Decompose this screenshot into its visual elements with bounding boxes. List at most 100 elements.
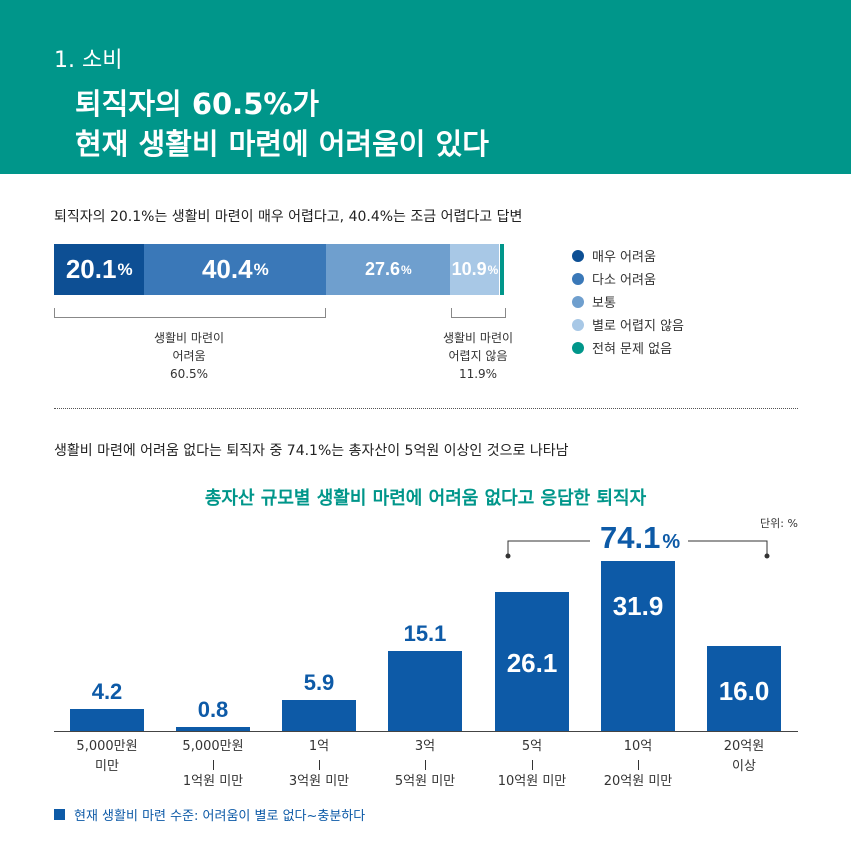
- callout-dot-left: [505, 553, 511, 559]
- x-tick-label-line1: 5,000만원: [182, 739, 244, 754]
- legend-item: 별로 어렵지 않음: [572, 313, 684, 336]
- x-tick-label-line2: 20억원 미만: [603, 774, 673, 789]
- callout-value: 74.1%: [600, 520, 680, 556]
- section-label: 1. 소비: [54, 48, 123, 73]
- bar-value-label: 5.9: [303, 669, 335, 695]
- bar-value-label: 15.1: [403, 620, 447, 646]
- x-tick-label-line1: 10억: [623, 739, 653, 754]
- callout-number: 74.1: [600, 520, 661, 555]
- stack-segment: 27.6%: [326, 244, 451, 295]
- stack-segment: 10.9%: [450, 244, 500, 295]
- x-tick-label: 5,000만원 1억원 미만: [158, 737, 268, 792]
- callout-dot-right: [764, 553, 770, 559]
- bar-value-label: 4.2: [91, 678, 123, 704]
- x-tick-label-line1: 1억: [308, 739, 330, 754]
- x-axis-baseline: [54, 731, 798, 732]
- legend-item: 매우 어려움: [572, 244, 684, 267]
- legend-dot: [572, 318, 584, 331]
- bracket-difficult-line2: 어려움: [172, 349, 206, 363]
- header-banner: 1. 소비 퇴직자의 60.5%가 현재 생활비 마련에 어려움이 있다: [0, 0, 851, 174]
- footnote: 현재 생활비 마련 수준: 어려움이 별로 없다~충분하다: [54, 805, 365, 824]
- stack-segment-value: 40.4: [201, 254, 253, 284]
- stack-segment-percent: %: [487, 262, 499, 277]
- x-tick-label-line2: 미만: [95, 759, 119, 774]
- footnote-swatch: [54, 809, 65, 820]
- x-tick-label: 10억 20억원 미만: [583, 737, 693, 792]
- stack-segment: 40.4%: [144, 244, 327, 295]
- bracket-difficult-value: 60.5%: [169, 367, 209, 381]
- legend-dot: [572, 272, 584, 285]
- stack-segment: [499, 244, 504, 295]
- bar: [707, 645, 781, 731]
- x-tick-label-line2: 3억원 미만: [288, 774, 350, 789]
- legend-label: 별로 어렵지 않음: [592, 319, 684, 334]
- legend-dot: [572, 295, 584, 308]
- x-tick-label-line2: 10억원 미만: [497, 774, 567, 789]
- bar-value-label: 16.0: [718, 675, 770, 706]
- stacked-bar: 20.1% 40.4% 27.6% 10.9%: [54, 244, 504, 295]
- x-tick-label: 5억 10억원 미만: [477, 737, 587, 792]
- bracket-not-difficult-line2: 어렵지 않음: [448, 349, 508, 363]
- legend-label: 보통: [592, 296, 616, 311]
- bar-value-label: 31.9: [612, 591, 664, 621]
- chart-title: 총자산 규모별 생활비 마련에 어려움 없다고 응답한 퇴직자: [204, 488, 647, 509]
- stack-segment-value: 27.6: [364, 259, 401, 279]
- stack-segment-percent: %: [253, 259, 269, 279]
- page-title-line1: 퇴직자의 60.5%가: [75, 87, 320, 121]
- legend-dot: [572, 341, 584, 354]
- page-title: 퇴직자의 60.5%가 현재 생활비 마련에 어려움이 있다: [75, 84, 489, 164]
- callout-percent: %: [662, 531, 681, 553]
- bar-value-label: 26.1: [506, 647, 558, 678]
- bar: [282, 699, 356, 731]
- legend-item: 전혀 문제 없음: [572, 336, 684, 359]
- x-tick-label-line1: 20억원: [723, 739, 765, 754]
- x-tick-label-line1: 3억: [414, 739, 436, 754]
- stack-segment: 20.1%: [54, 244, 145, 295]
- range-tick: [318, 760, 320, 770]
- bracket-not-difficult-value: 11.9%: [458, 367, 498, 381]
- legend-dot: [572, 249, 584, 262]
- stack-segment-percent: %: [117, 259, 133, 279]
- x-tick-label: 1억 3억원 미만: [264, 737, 374, 792]
- bracket-not-difficult-label: 생활비 마련이 어렵지 않음 11.9%: [408, 329, 548, 383]
- range-tick: [637, 760, 639, 770]
- stacked-question: 퇴직자의 20.1%는 생활비 마련이 매우 어렵다고, 40.4%는 조금 어…: [54, 209, 523, 225]
- footnote-text: 현재 생활비 마련 수준: 어려움이 별로 없다~충분하다: [74, 809, 366, 824]
- range-tick: [424, 760, 426, 770]
- callout-line-left: [507, 540, 590, 556]
- callout-line-right: [688, 540, 768, 556]
- x-tick-label-line1: 5,000만원: [76, 739, 138, 754]
- unit-label: 단위: %: [760, 517, 798, 530]
- bar-value-label: 0.8: [197, 696, 229, 722]
- dotted-divider: [54, 408, 798, 409]
- page-title-line2: 현재 생활비 마련에 어려움이 있다: [75, 127, 489, 161]
- bar: [176, 726, 250, 731]
- bar: [70, 708, 144, 731]
- bar: [601, 561, 675, 731]
- stack-segment-value: 20.1: [65, 254, 117, 284]
- legend-label: 다소 어려움: [592, 273, 656, 288]
- x-tick-label-line2: 이상: [732, 759, 756, 774]
- bracket-difficult-line1: 생활비 마련이: [153, 331, 225, 345]
- bar: [495, 591, 569, 731]
- second-question: 생활비 마련에 어려움 없다는 퇴직자 중 74.1%는 총자산이 5억원 이상…: [54, 443, 569, 459]
- bar: [388, 650, 462, 731]
- stack-segment-value: 10.9: [451, 259, 487, 279]
- bracket-difficult-label: 생활비 마련이 어려움 60.5%: [119, 329, 259, 383]
- legend-item: 보통: [572, 290, 684, 313]
- bracket-not-difficult-line1: 생활비 마련이: [442, 331, 514, 345]
- range-tick: [212, 760, 214, 770]
- x-tick-label-line2: 5억원 미만: [394, 774, 456, 789]
- legend-item: 다소 어려움: [572, 267, 684, 290]
- x-tick-label: 3억 5억원 미만: [370, 737, 480, 792]
- x-tick-label-line1: 5억: [521, 739, 543, 754]
- bracket-not-difficult: [451, 308, 506, 318]
- legend-label: 매우 어려움: [592, 250, 656, 265]
- x-tick-label-line2: 1억원 미만: [182, 774, 244, 789]
- legend-label: 전혀 문제 없음: [592, 342, 673, 357]
- range-tick: [531, 760, 533, 770]
- stack-segment-percent: %: [401, 262, 412, 277]
